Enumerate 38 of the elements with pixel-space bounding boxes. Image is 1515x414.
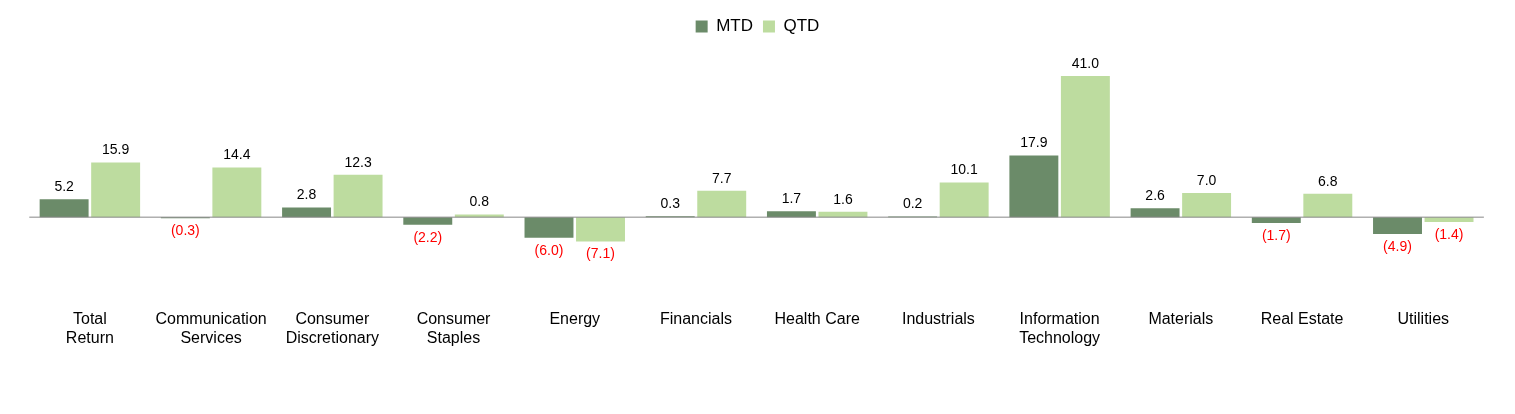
x-tick-label: Industrials	[901, 309, 975, 327]
data-label: 7.7	[711, 169, 732, 186]
x-tick-label: Real Estate	[1260, 309, 1344, 327]
data-label: 17.9	[1020, 134, 1048, 151]
data-label: 12.3	[344, 153, 372, 170]
x-tick-label: Communication Services	[155, 309, 267, 346]
data-label: 1.7	[781, 190, 802, 207]
data-label: 2.8	[296, 186, 317, 203]
data-label: 1.6	[833, 190, 853, 207]
data-label: 6.8	[1318, 172, 1338, 189]
data-label: 0.3	[660, 194, 681, 211]
data-label: 2.6	[1145, 187, 1166, 204]
legend-label: MTD	[716, 16, 753, 36]
x-tick-label: Materials	[1148, 309, 1214, 327]
data-label: 0.2	[902, 195, 923, 212]
data-label: 15.9	[102, 141, 130, 158]
data-label: (0.3)	[170, 222, 200, 239]
legend-label: QTD	[783, 16, 820, 36]
data-label: (7.1)	[586, 245, 615, 262]
data-label: (4.9)	[1383, 237, 1412, 254]
x-tick-label: Health Care	[774, 309, 860, 327]
data-label: 10.1	[950, 161, 978, 178]
data-label: 7.0	[1196, 171, 1217, 188]
x-tick-label: Utilities	[1397, 309, 1450, 327]
data-label: (2.2)	[413, 228, 443, 245]
x-tick-label: Consumer Staples	[416, 309, 492, 346]
data-label: 0.8	[469, 193, 490, 210]
x-tick-label: Energy	[549, 309, 601, 327]
x-tick-label: Information Technology	[1019, 309, 1101, 346]
data-label: 14.4	[223, 146, 251, 163]
data-label: 41.0	[1071, 54, 1100, 71]
data-label: (1.4)	[1434, 225, 1464, 242]
data-label: (1.7)	[1261, 226, 1291, 243]
x-tick-label: Consumer Discretionary	[285, 309, 379, 346]
x-tick-label: Financials	[659, 309, 732, 327]
data-label: 5.2	[54, 178, 75, 195]
x-tick-label: Total Return	[65, 309, 114, 346]
data-label: (6.0)	[534, 241, 564, 258]
